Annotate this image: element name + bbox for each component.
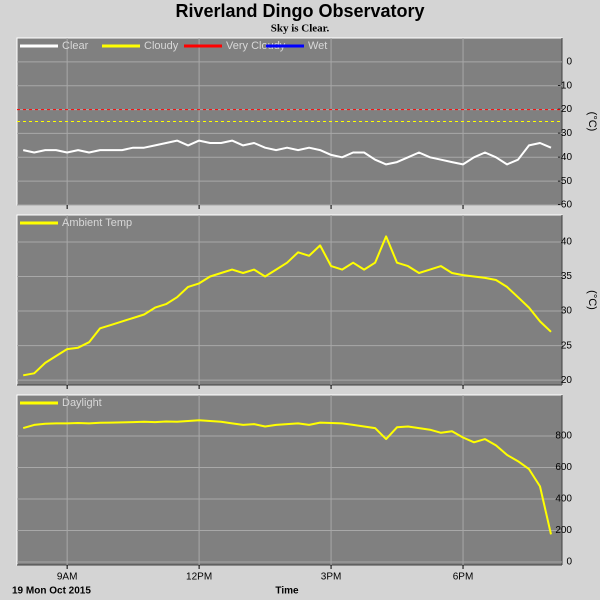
chart-subtitle: Sky is Clear. (271, 23, 330, 35)
data-line (23, 235, 552, 377)
y-tick-label: 800 (555, 431, 572, 442)
data-line (22, 419, 552, 535)
y-tick-label: -60 (558, 200, 573, 211)
legend-label: Ambient Temp (62, 217, 132, 229)
x-tick-label: 12PM (186, 572, 212, 583)
y-tick-label: 600 (555, 462, 572, 473)
y-tick-label: 20 (561, 375, 573, 386)
y-tick-label: 200 (555, 525, 572, 536)
x-tick-label: 3PM (321, 572, 342, 583)
legend-label: Very Cloudy (226, 40, 286, 52)
y-tick-label: 30 (561, 306, 573, 317)
y-tick-label: -40 (558, 152, 573, 163)
x-tick-label: 6PM (453, 572, 474, 583)
y-tick-label: 35 (561, 271, 573, 282)
y-axis-label: (°C) (586, 112, 598, 132)
y-tick-label: 40 (561, 237, 573, 248)
x-tick-label: 9AM (57, 572, 78, 583)
legend-label: Daylight (62, 397, 102, 409)
y-tick-label: -10 (558, 80, 573, 91)
y-tick-label: -20 (558, 104, 573, 115)
date-label: 19 Mon Oct 2015 (12, 586, 91, 597)
y-axis-label: (°C) (586, 290, 598, 310)
y-tick-label: -30 (558, 128, 573, 139)
panel (16, 394, 563, 566)
legend-label: Clear (62, 40, 89, 52)
y-tick-label: 0 (566, 56, 572, 67)
y-tick-label: 0 (566, 557, 572, 568)
chart-title: Riverland Dingo Observatory (175, 1, 424, 21)
y-tick-label: 25 (561, 340, 573, 351)
legend-label: Wet (308, 40, 327, 52)
x-axis-label: Time (275, 586, 299, 597)
legend-label: Cloudy (144, 40, 179, 52)
data-line (22, 139, 552, 166)
y-tick-label: 400 (555, 494, 572, 505)
y-tick-label: -50 (558, 176, 573, 187)
panel (16, 214, 563, 386)
